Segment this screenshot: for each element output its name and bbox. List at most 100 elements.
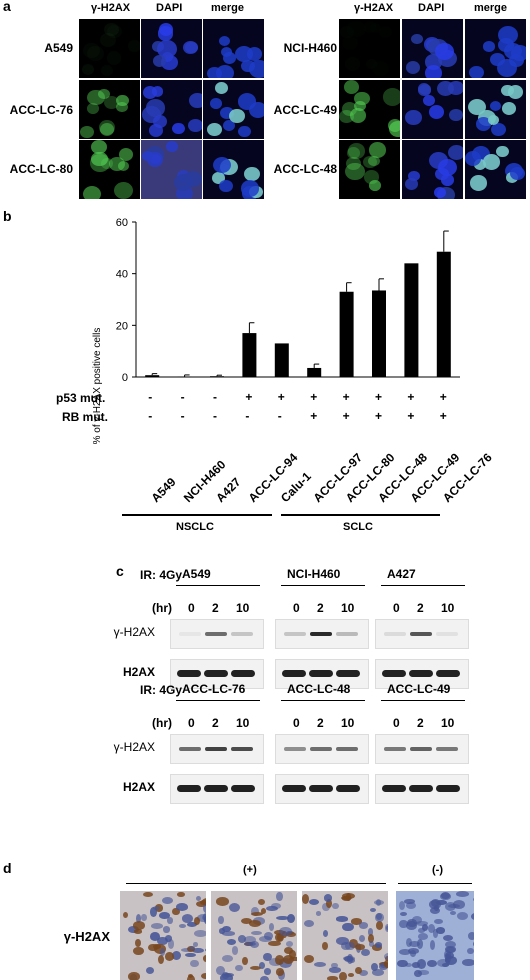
cell-nucleus (435, 42, 455, 61)
cell-nucleus (220, 47, 233, 58)
stained-nucleus (433, 918, 444, 925)
cell-nucleus (213, 156, 232, 173)
cell-nucleus (404, 177, 419, 190)
stained-nucleus (341, 942, 351, 951)
stained-nucleus (263, 968, 271, 975)
cell-nucleus (207, 122, 223, 137)
time-label: 0 (188, 601, 195, 615)
h2ax-blot (170, 774, 264, 804)
gamma-band (336, 632, 358, 636)
cell-nucleus (240, 180, 259, 197)
bar (177, 376, 192, 378)
cell-nucleus (476, 117, 491, 131)
stained-nucleus (322, 902, 331, 912)
stained-nucleus (374, 912, 385, 922)
cell-nucleus (347, 143, 365, 159)
cell-nucleus (343, 80, 360, 94)
bar (307, 367, 322, 377)
stained-nucleus (200, 972, 206, 979)
stained-nucleus (288, 956, 297, 962)
stained-nucleus (406, 901, 417, 909)
cell-nucleus (345, 57, 360, 71)
cell-nucleus (91, 151, 108, 167)
micrograph-tile (465, 140, 526, 199)
stained-nucleus (416, 921, 429, 926)
positive-group-line (126, 883, 386, 884)
micrograph-tile (79, 140, 140, 199)
stained-nucleus (369, 908, 376, 913)
cell-nucleus (469, 175, 487, 191)
bar (339, 291, 354, 377)
stained-nucleus (277, 933, 283, 942)
stained-nucleus (164, 934, 173, 942)
stained-nucleus (128, 972, 140, 980)
stained-nucleus (176, 892, 186, 898)
cell-line-underline (176, 700, 260, 701)
stained-nucleus (279, 926, 292, 937)
stained-nucleus (326, 898, 333, 908)
cell-nucleus (99, 122, 114, 136)
stained-nucleus (234, 964, 243, 972)
stained-nucleus (175, 903, 188, 911)
time-label: 10 (441, 716, 455, 730)
cell-nucleus (87, 103, 99, 114)
gamma-h2ax-label: γ-H2AX (113, 625, 155, 639)
cell-nucleus (90, 140, 107, 155)
h2ax-band (177, 785, 201, 792)
stained-nucleus (332, 902, 339, 909)
col-header-gh2ax-right: γ-H2AX (354, 2, 394, 14)
stained-nucleus (408, 940, 420, 947)
gamma-band (310, 632, 332, 636)
cell-nucleus (465, 150, 482, 166)
time-label: 0 (293, 716, 300, 730)
cell-nucleus (473, 159, 486, 170)
stained-nucleus (150, 923, 164, 930)
cell-nucleus (428, 105, 445, 120)
stained-nucleus (157, 936, 168, 946)
ihc-image-tile (302, 891, 388, 980)
cell-nucleus (182, 40, 198, 55)
stained-nucleus (150, 932, 161, 941)
row-label-nci-h460: NCI-H460 (283, 41, 337, 55)
row-label-acc-lc-80: ACC-LC-80 (9, 162, 73, 176)
row-label-acc-lc-76: ACC-LC-76 (9, 103, 73, 117)
cell-nucleus (411, 33, 423, 45)
stained-nucleus (430, 907, 441, 915)
cell-line-label: A549 (182, 567, 211, 581)
cell-nucleus (346, 157, 361, 171)
stained-nucleus (194, 929, 206, 937)
stained-nucleus (404, 899, 415, 904)
stained-nucleus (135, 938, 141, 947)
stained-nucleus (308, 898, 320, 906)
gamma-band (436, 747, 458, 751)
panel-b-letter: b (3, 208, 12, 224)
stained-nucleus (342, 922, 354, 932)
stained-nucleus (185, 952, 197, 958)
stained-nucleus (379, 963, 388, 970)
micrograph-tile (141, 140, 202, 199)
cell-nucleus (118, 160, 130, 171)
cell-nucleus (342, 36, 357, 50)
stained-nucleus (259, 975, 269, 980)
stained-nucleus (436, 958, 450, 968)
cell-nucleus (366, 59, 377, 69)
rb-status: + (375, 409, 383, 423)
stained-nucleus (417, 939, 424, 950)
micrograph-tile (203, 19, 264, 78)
stained-nucleus (399, 920, 408, 929)
cell-nucleus (246, 47, 262, 61)
stained-nucleus (375, 921, 384, 930)
h2ax-band (282, 785, 306, 792)
cell-nucleus (172, 122, 186, 135)
stained-nucleus (456, 891, 470, 897)
cell-nucleus (497, 26, 518, 45)
gamma-band (410, 632, 432, 636)
h2ax-band (336, 670, 360, 677)
bar (145, 375, 160, 377)
stained-nucleus (244, 936, 257, 945)
cell-nucleus (368, 142, 386, 158)
h2ax-band (409, 670, 433, 677)
stained-nucleus (288, 950, 297, 960)
panel-c-letter: c (116, 563, 124, 579)
stained-nucleus (433, 904, 440, 911)
